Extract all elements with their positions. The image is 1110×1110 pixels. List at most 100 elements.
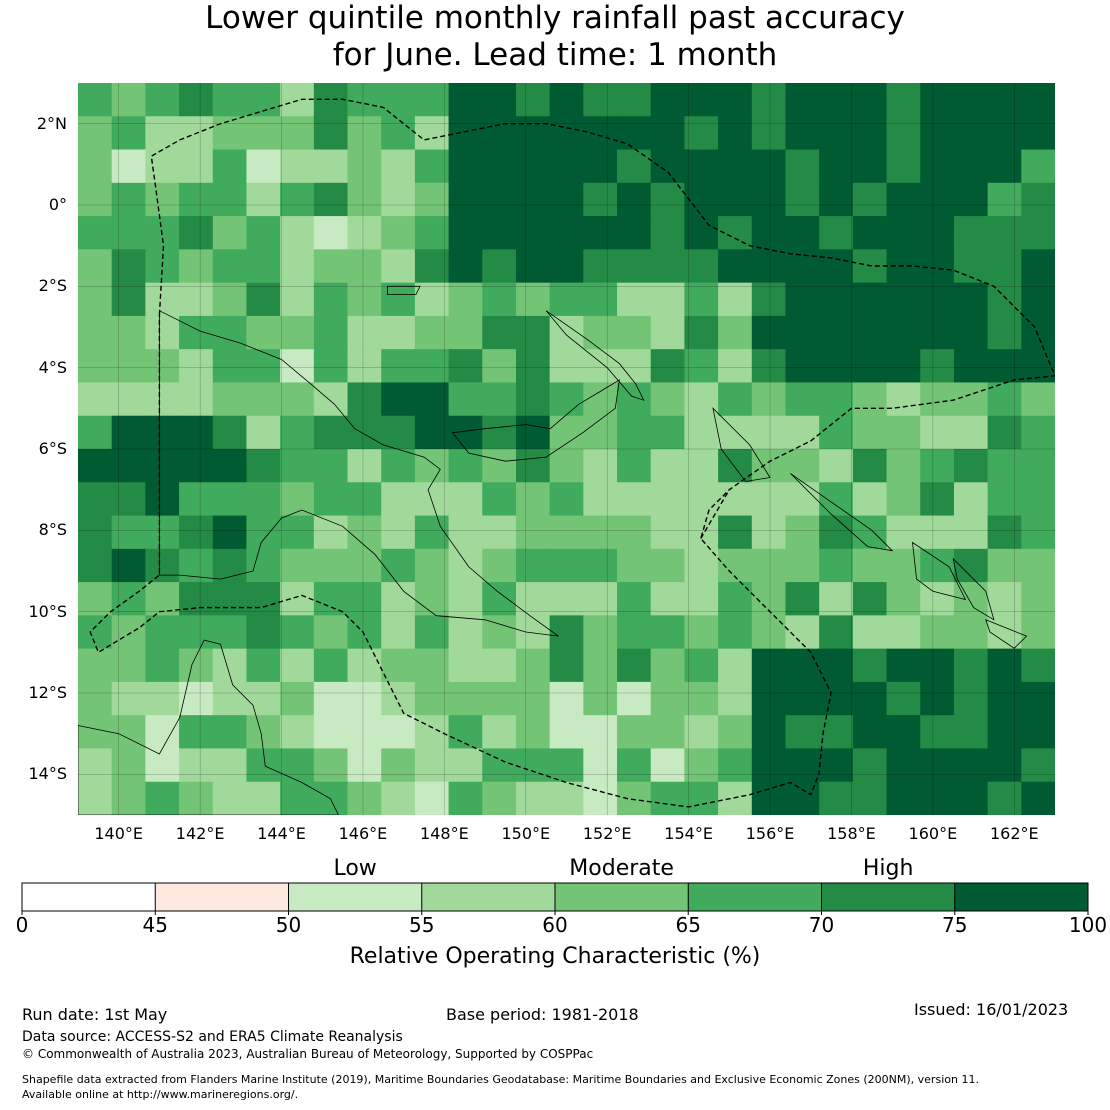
grid-cell bbox=[179, 515, 214, 550]
grid-cell bbox=[515, 415, 551, 450]
lon-label: 154°E bbox=[664, 824, 713, 843]
grid-cell bbox=[111, 382, 146, 417]
grid-cell bbox=[448, 382, 483, 417]
grid-cell bbox=[886, 315, 921, 350]
grid-cell bbox=[953, 315, 989, 350]
grid-cell bbox=[515, 449, 551, 483]
grid-cell bbox=[583, 615, 618, 650]
grid-cell bbox=[246, 182, 281, 217]
grid-cell bbox=[111, 116, 146, 151]
grid-cell bbox=[347, 415, 382, 450]
grid-cell bbox=[414, 315, 450, 350]
grid-cell bbox=[414, 482, 450, 517]
grid-cell bbox=[886, 415, 921, 450]
grid-cell bbox=[718, 282, 753, 317]
grid-cell bbox=[145, 349, 180, 384]
grid-cell bbox=[549, 116, 584, 151]
colorbar-title: Relative Operating Characteristic (%) bbox=[349, 944, 761, 969]
grid-cell bbox=[684, 515, 719, 550]
grid-cell bbox=[111, 182, 146, 217]
grid-cell bbox=[886, 349, 921, 384]
grid-cell bbox=[920, 83, 955, 117]
grid-cell bbox=[785, 249, 820, 284]
grid-cell bbox=[347, 515, 382, 550]
grid-cell bbox=[179, 83, 214, 117]
grid-cell bbox=[886, 615, 921, 650]
grid-cell bbox=[482, 781, 517, 815]
lon-label: 142°E bbox=[175, 824, 225, 843]
grid-cell bbox=[785, 216, 820, 250]
colorbar-segment bbox=[22, 883, 156, 911]
grid-cell bbox=[414, 83, 450, 117]
grid-cell bbox=[953, 83, 989, 117]
grid-cell bbox=[246, 715, 281, 750]
grid-cell bbox=[650, 182, 686, 217]
grid-cell bbox=[650, 116, 686, 151]
lat-label: 2°S bbox=[38, 276, 67, 296]
grid-cell bbox=[1021, 681, 1055, 716]
grid-cell bbox=[886, 449, 921, 483]
lon-label: 158°E bbox=[827, 824, 876, 843]
colorbar-category-low: Low bbox=[333, 856, 377, 881]
grid-cell bbox=[617, 216, 652, 250]
grid-cell bbox=[78, 349, 113, 384]
grid-cell bbox=[482, 482, 517, 517]
grid-cell bbox=[684, 482, 719, 517]
grid-cell bbox=[650, 315, 686, 350]
grid-cell bbox=[246, 282, 281, 317]
grid-cell bbox=[515, 315, 551, 350]
grid-cell bbox=[953, 149, 989, 184]
grid-cell bbox=[179, 715, 214, 750]
grid-cell bbox=[886, 648, 921, 683]
grid-cell bbox=[381, 182, 416, 217]
grid-cell bbox=[482, 315, 517, 350]
grid-cell bbox=[751, 781, 787, 815]
colorbar-segment bbox=[421, 883, 555, 911]
grid-cell bbox=[751, 615, 787, 650]
grid-cell bbox=[145, 415, 180, 450]
grid-cell bbox=[1021, 149, 1055, 184]
grid-cell bbox=[280, 515, 315, 550]
grid-cell bbox=[448, 748, 483, 783]
grid-cell bbox=[381, 615, 416, 650]
coastline-png bbox=[158, 310, 559, 637]
grid-cell bbox=[515, 681, 551, 716]
grid-cell bbox=[212, 515, 248, 550]
lat-label: 4°S bbox=[38, 357, 67, 377]
grid-cell bbox=[111, 83, 146, 117]
grid-cell bbox=[920, 382, 955, 417]
grid-cell bbox=[684, 83, 719, 117]
grid-cell bbox=[381, 282, 416, 317]
grid-cell bbox=[78, 548, 113, 583]
grid-cell bbox=[987, 648, 1022, 683]
coastline-newireland bbox=[545, 310, 645, 401]
grid-cell bbox=[381, 582, 416, 616]
grid-cell bbox=[78, 482, 113, 517]
grid-cell bbox=[78, 681, 113, 716]
grid-cell bbox=[583, 382, 618, 417]
grid-cell bbox=[583, 415, 618, 450]
grid-cell bbox=[852, 615, 888, 650]
grid-cell bbox=[246, 216, 281, 250]
grid-cell bbox=[886, 282, 921, 317]
grid-cell bbox=[617, 449, 652, 483]
grid-cell bbox=[212, 349, 248, 384]
grid-cell bbox=[246, 681, 281, 716]
grid-cell bbox=[212, 149, 248, 184]
grid-cell bbox=[987, 582, 1022, 616]
grid-cell bbox=[280, 116, 315, 151]
grid-cell bbox=[953, 648, 989, 683]
grid-cell bbox=[212, 548, 248, 583]
grid-cell bbox=[920, 116, 955, 151]
grid-cell bbox=[751, 182, 787, 217]
grid-cell bbox=[414, 216, 450, 250]
grid-cell bbox=[212, 182, 248, 217]
grid-cell bbox=[448, 648, 483, 683]
grid-cell bbox=[78, 315, 113, 350]
grid-cell bbox=[718, 116, 753, 151]
grid-cell bbox=[280, 83, 315, 117]
grid-cell bbox=[583, 315, 618, 350]
grid-cell bbox=[482, 149, 517, 184]
grid-cell bbox=[347, 482, 382, 517]
grid-cell bbox=[583, 116, 618, 151]
